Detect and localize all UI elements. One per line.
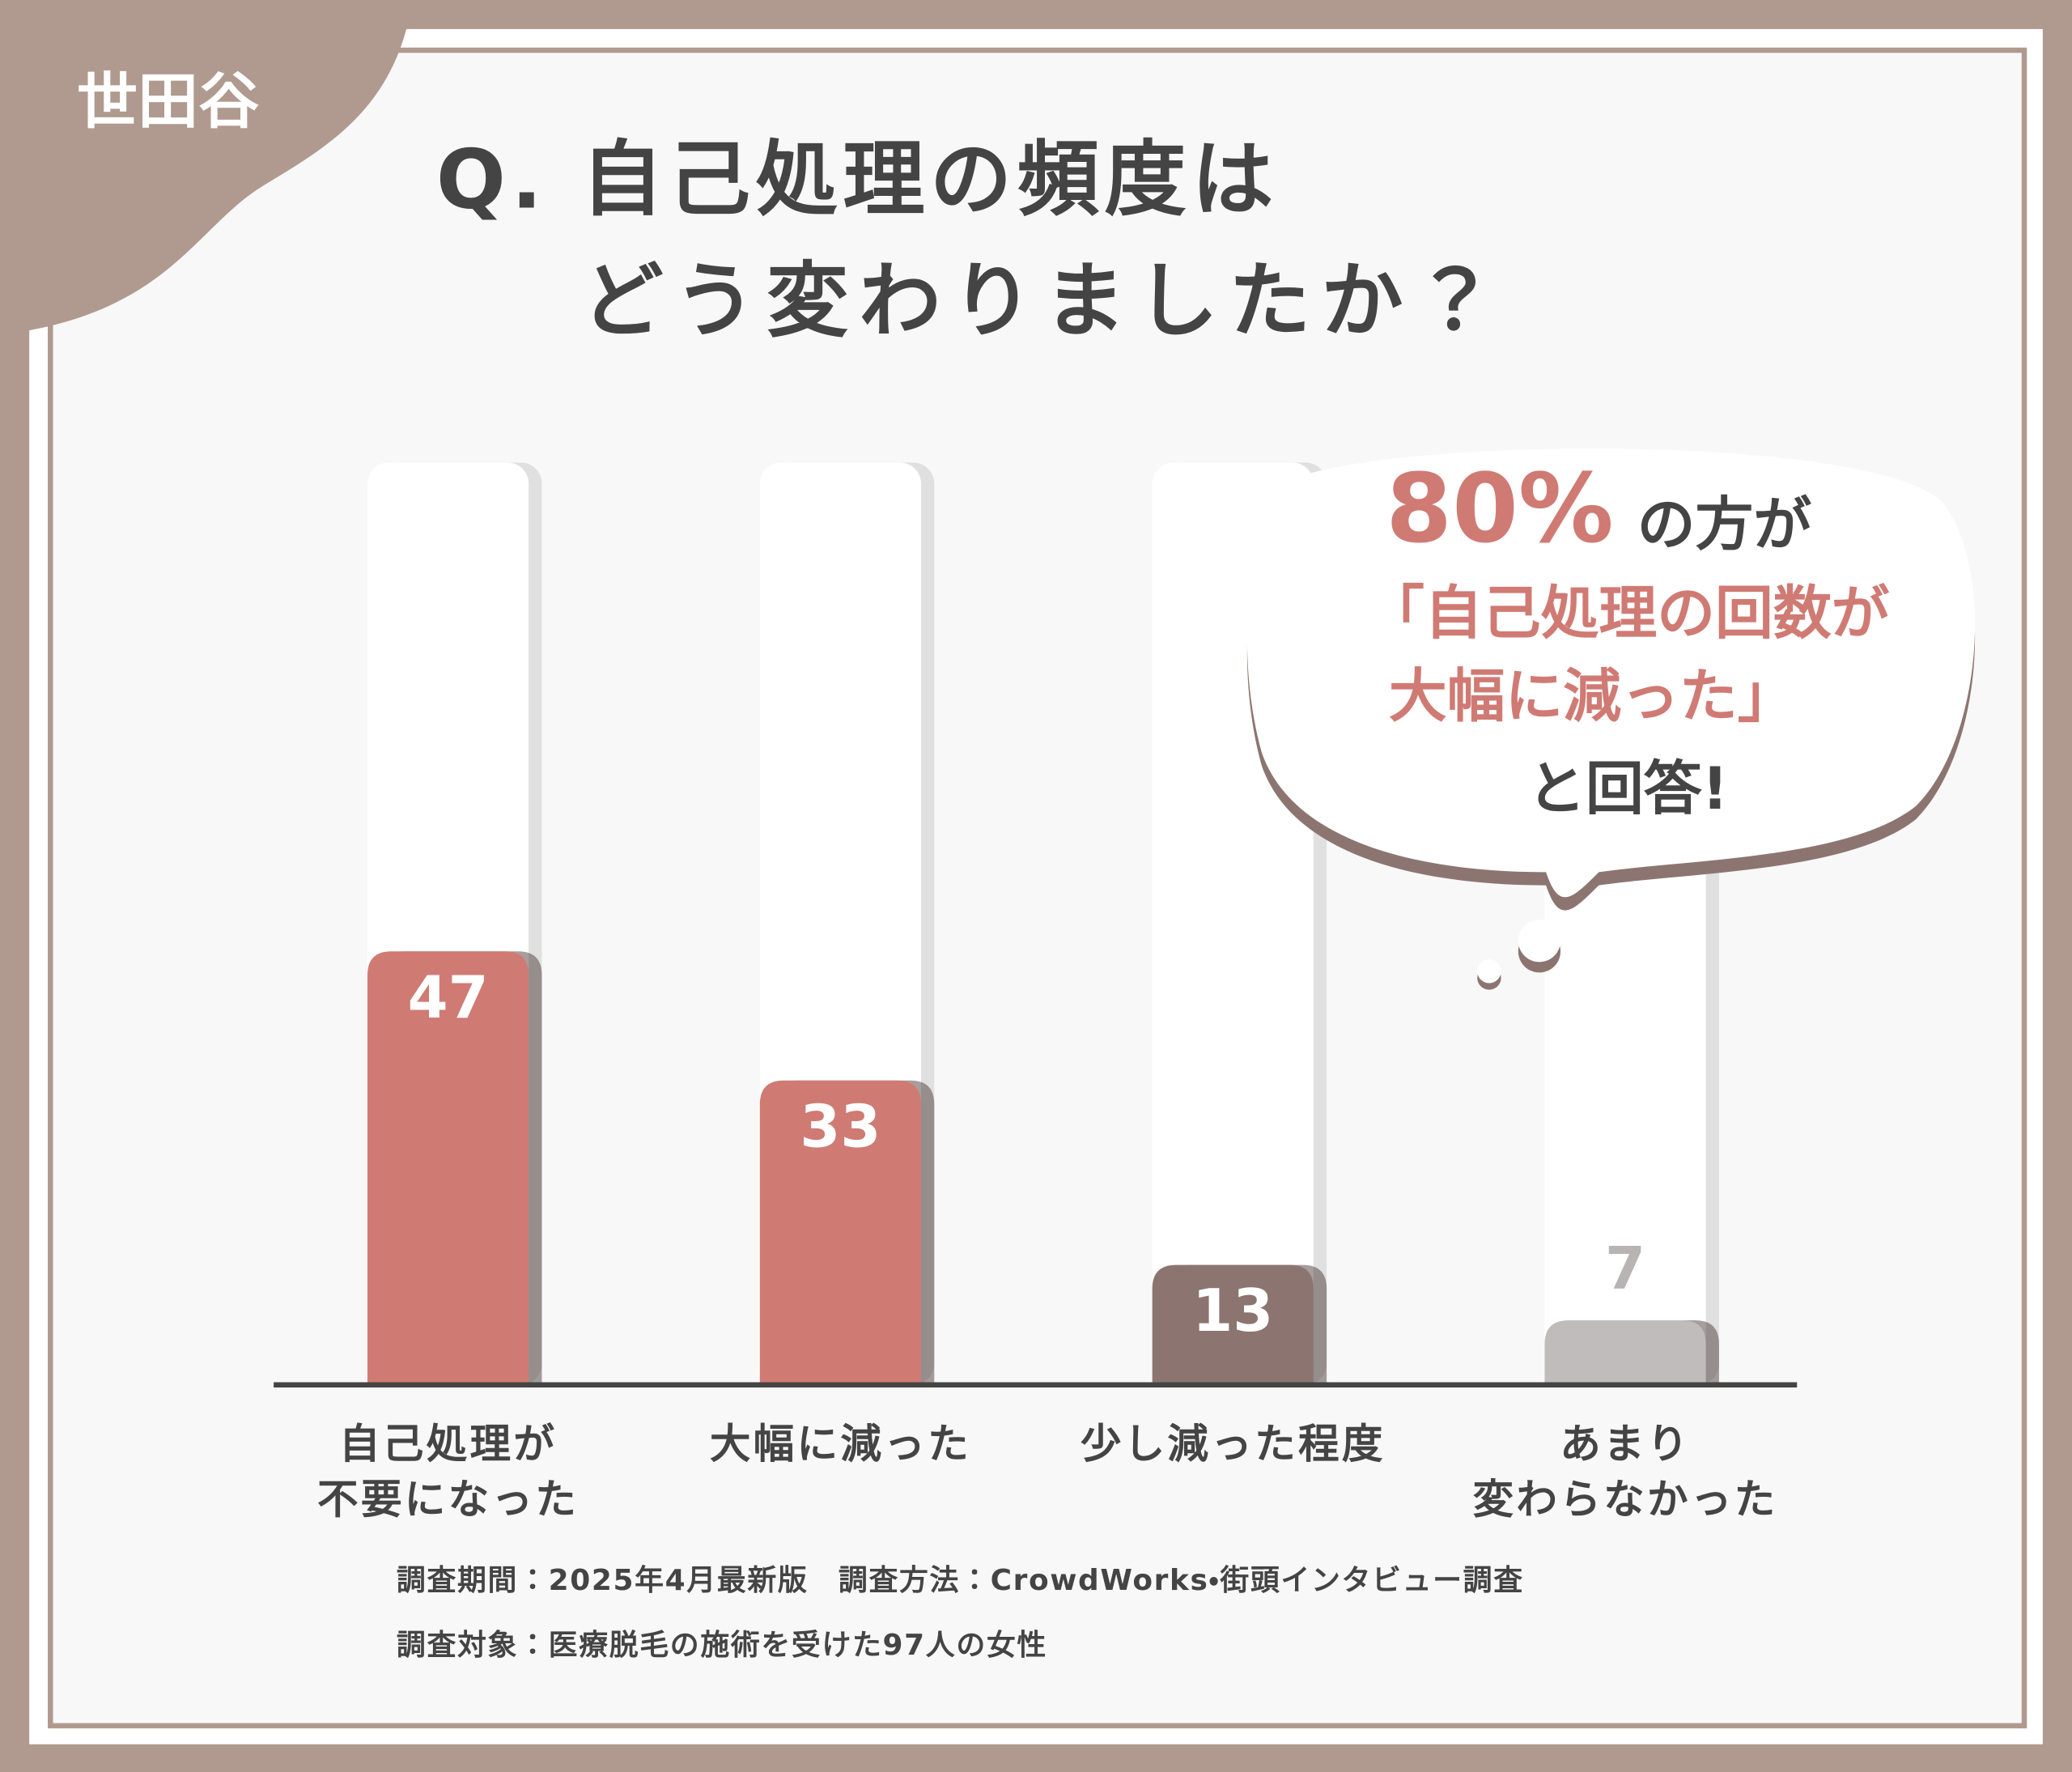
x-tick-label: あまり: [1560, 1420, 1691, 1468]
bar: [1152, 1264, 1314, 1385]
callout-text: 大幅に減った」: [1389, 662, 1796, 730]
callout-text: と回答!: [1527, 754, 1728, 822]
x-tick-label: 不要になった: [317, 1475, 579, 1523]
bar: [1544, 1319, 1706, 1385]
value-label: 33: [800, 1092, 881, 1160]
x-tick-label: 変わらなかった: [1473, 1475, 1778, 1523]
chart-title: Q. 自己処理の頻度は: [436, 131, 1279, 227]
callout-dot: [1477, 959, 1501, 984]
badge: 世田谷: [77, 66, 259, 137]
note: 調査期間：2025年4月最新版 調査方法：CrowdWorks・街頭インタビュー…: [397, 1564, 1524, 1597]
value-label: 7: [1605, 1234, 1645, 1302]
x-tick-label: 自己処理が: [339, 1420, 557, 1468]
value-label: 47: [408, 963, 489, 1031]
callout-highlight: 80%: [1386, 453, 1613, 564]
bar: [759, 1080, 921, 1385]
callout-text: の方が: [1637, 490, 1812, 558]
callout-text: 「自己処理の回数が: [1366, 579, 1889, 647]
callout-bubble: [1246, 448, 1976, 898]
callout: 80% の方が 「自己処理の回数が 大幅に減った」 と回答!: [1246, 448, 1976, 990]
x-tick-label: 大幅に減った: [710, 1420, 971, 1468]
note: 調査対象：医療脱毛の施術を受けた97人の女性: [397, 1629, 1047, 1662]
chart-title: どう変わりましたか？: [581, 253, 1505, 349]
value-label: 13: [1192, 1277, 1273, 1345]
bar: [367, 951, 529, 1385]
x-tick-label: 少し減った程度: [1081, 1420, 1386, 1468]
badge-shape: [0, 0, 413, 331]
callout-dot: [1518, 920, 1561, 962]
